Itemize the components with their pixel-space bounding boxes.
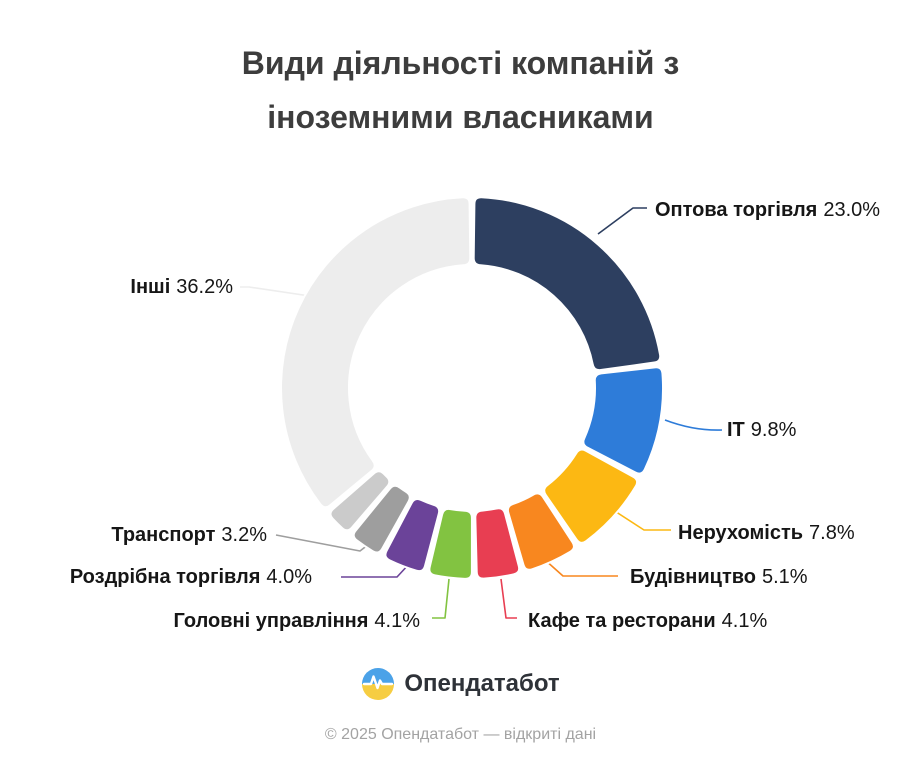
segment-label-name: Оптова торгівля xyxy=(655,199,818,221)
donut-segment xyxy=(280,196,472,509)
segment-label-kafe-ta-restorany: Кафе та ресторани 4.1% xyxy=(528,608,767,634)
leader-line xyxy=(609,507,671,531)
chart-title-line2: іноземними власниками xyxy=(267,99,654,135)
leader-line xyxy=(664,419,723,431)
leader-line xyxy=(500,578,517,619)
donut-segment xyxy=(506,492,575,571)
segment-label-name: IT xyxy=(727,419,745,441)
segment-label-value: 3.2% xyxy=(221,524,267,546)
donut-segment xyxy=(472,196,662,372)
donut-segment xyxy=(384,497,441,573)
segment-label-name: Нерухомість xyxy=(678,522,804,544)
segment-label-name: Будівництво xyxy=(630,566,756,588)
leader-line xyxy=(432,578,450,619)
segment-label-value: 4.1% xyxy=(721,610,768,632)
segment-label-optova-torhivlia: Оптова торгівля 23.0% xyxy=(655,197,880,223)
donut-segment xyxy=(352,484,411,554)
segment-label-name: Головні управління xyxy=(173,610,369,632)
segment-label-name: Кафе та ресторани xyxy=(528,610,716,632)
donut-segment xyxy=(474,507,521,580)
footer-copyright: © 2025 Опендатабот — відкриті дані xyxy=(324,726,597,743)
opendatabot-logo-icon xyxy=(362,668,395,700)
segment-label-value: 9.8% xyxy=(750,419,797,441)
segment-label-budivnytstvo: Будівництво 5.1% xyxy=(630,564,808,590)
segment-label-holovni-upravlinnia: Головні управління 4.1% xyxy=(174,608,420,634)
chart-title-line1: Види діяльності компаній з xyxy=(241,45,680,81)
segment-label-value: 4.1% xyxy=(374,610,420,632)
segment-label-name: Інші xyxy=(130,276,171,298)
segment-label-value: 23.0% xyxy=(823,199,881,221)
segment-label-name: Транспорт xyxy=(111,524,216,546)
segment-label-value: 5.1% xyxy=(762,566,808,588)
donut-segment xyxy=(582,366,664,475)
segment-label-value: 4.0% xyxy=(266,566,312,588)
opendatabot-logo: Опендатабот xyxy=(0,664,921,704)
segment-label-value: 36.2% xyxy=(176,276,233,298)
segment-label-nerukhomist: Нерухомість 7.8% xyxy=(678,520,855,546)
leader-line xyxy=(597,207,647,235)
segment-label-it: IT 9.8% xyxy=(727,417,796,443)
donut-segment xyxy=(428,507,473,580)
segment-label-name: Роздрібна торгівля xyxy=(69,566,261,588)
segment-label-rozdribna-torhivlia: Роздрібна торгівля 4.0% xyxy=(70,564,312,590)
pulse-line-icon xyxy=(363,675,394,690)
donut-segment xyxy=(543,448,639,544)
opendatabot-logo-text: Опендатабот xyxy=(404,670,560,697)
segment-label-transport: Транспорт 3.2% xyxy=(111,522,267,548)
segment-label-value: 7.8% xyxy=(809,522,855,544)
donut-segment xyxy=(329,470,391,532)
segment-label-inshi: Інші 36.2% xyxy=(130,274,233,300)
chart-title: Види діяльності компаній з іноземними вл… xyxy=(0,36,921,144)
